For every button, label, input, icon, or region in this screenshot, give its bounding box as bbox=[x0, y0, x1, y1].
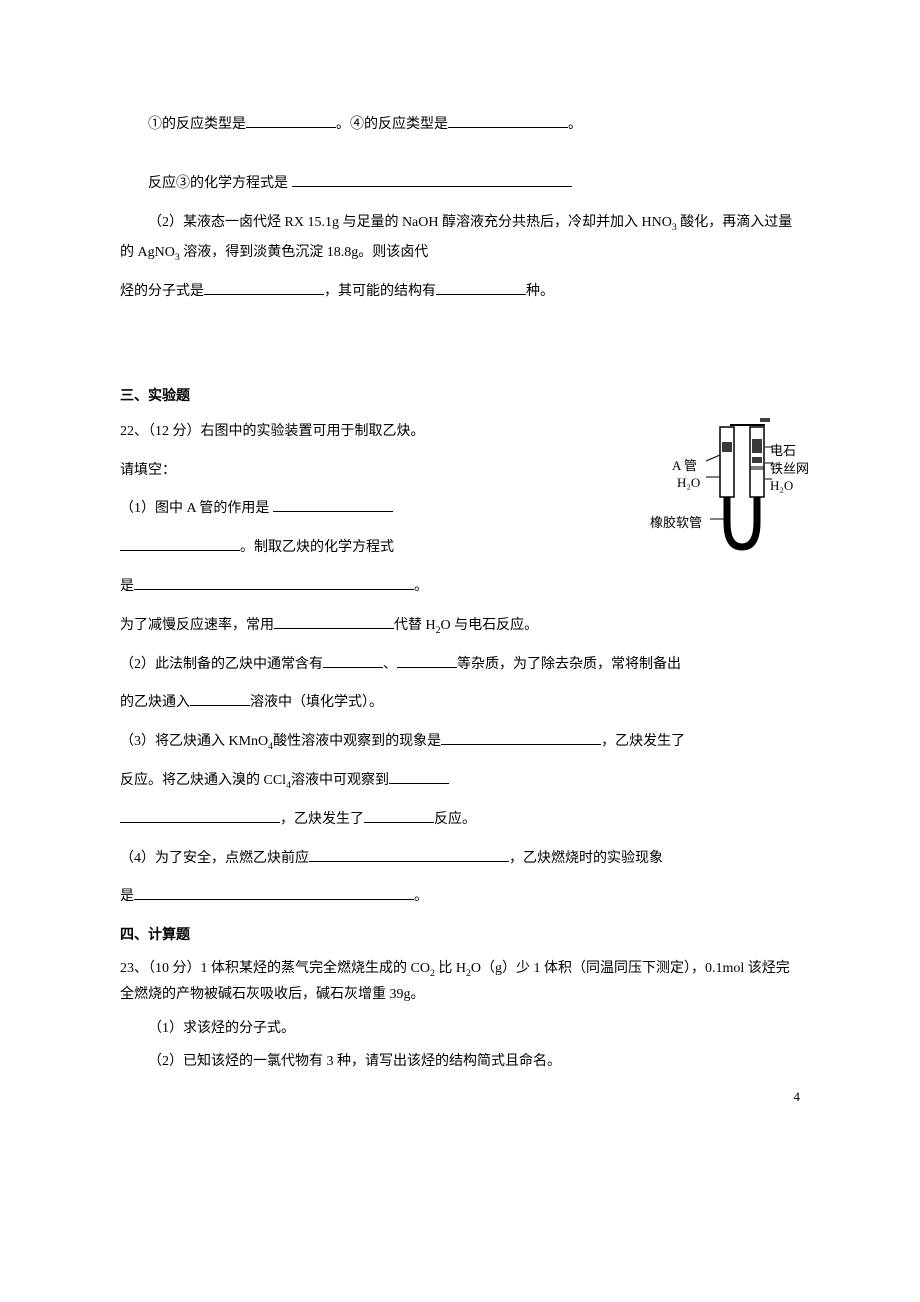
section4-heading: 四、计算题 bbox=[120, 921, 800, 952]
text: （2）某液态一卤代烃 RX 15.1g 与足量的 NaOH 醇溶液充分共热后，冷… bbox=[148, 215, 672, 230]
q23-intro: 23、（10 分）1 体积某烃的蒸气完全燃烧生成的 CO2 比 H2O（g）少 … bbox=[120, 956, 800, 1008]
text: 。 bbox=[414, 889, 428, 904]
text: 是 bbox=[120, 889, 134, 904]
text: ，乙炔燃烧时的实验现象 bbox=[509, 851, 663, 866]
q22-p4-line1: （4）为了安全，点燃乙炔前应 ，乙炔燃烧时的实验现象 bbox=[120, 844, 800, 875]
text: 反应。将乙炔通入溴的 CCl bbox=[120, 773, 286, 788]
blank bbox=[441, 731, 601, 745]
text: ，乙炔发生了 bbox=[280, 812, 364, 827]
blank bbox=[120, 537, 240, 551]
q22-p3-line2: 反应。将乙炔通入溴的 CCl4溶液中可观察到 bbox=[120, 766, 800, 797]
text: ①的反应类型是 bbox=[148, 117, 246, 132]
text: 反应③的化学方程式是 bbox=[148, 176, 292, 191]
text: 的乙炔通入 bbox=[120, 695, 190, 710]
blank bbox=[274, 615, 394, 629]
q23-p2: （2）已知该烃的一氯代物有 3 种，请写出该烃的结构简式且命名。 bbox=[120, 1049, 800, 1074]
blank bbox=[134, 576, 414, 590]
text: 烃的分子式是 bbox=[120, 284, 204, 299]
blank bbox=[190, 692, 250, 706]
q21-part2-line2: 烃的分子式是 ，其可能的结构有 种。 bbox=[120, 277, 800, 308]
blank bbox=[292, 173, 572, 187]
q22-p1-line4: 为了减慢反应速率，常用代替 H2O 与电石反应。 bbox=[120, 611, 800, 642]
q23-p1: （1）求该烃的分子式。 bbox=[120, 1016, 800, 1041]
text: （2）此法制备的乙炔中通常含有 bbox=[120, 657, 323, 672]
text: （4）为了安全，点燃乙炔前应 bbox=[120, 851, 309, 866]
apparatus-container: A 管 H₂O 电石 铁丝网 H₂O 橡胶软管 22、（12 分）右图中的实验装… bbox=[120, 417, 800, 564]
text: 等杂质，为了除去杂质，常将制备出 bbox=[457, 657, 681, 672]
text: 酸性溶液中观察到的现象是 bbox=[273, 734, 441, 749]
text: 。④的反应类型是 bbox=[336, 117, 448, 132]
blank bbox=[309, 848, 509, 862]
text: （3）将乙炔通入 KMnO bbox=[120, 734, 268, 749]
blank bbox=[323, 654, 383, 668]
text: 溶液，得到淡黄色沉淀 18.8g。则该卤代 bbox=[180, 245, 429, 260]
q22-p2-line1: （2）此法制备的乙炔中通常含有 、 等杂质，为了除去杂质，常将制备出 bbox=[120, 650, 800, 681]
q22-p3-line1: （3）将乙炔通入 KMnO4酸性溶液中观察到的现象是，乙炔发生了 bbox=[120, 727, 800, 758]
text: 。制取乙炔的化学方程式 bbox=[240, 540, 394, 555]
blank bbox=[436, 281, 526, 295]
text: 代替 H bbox=[394, 618, 436, 633]
blank bbox=[397, 654, 457, 668]
blank bbox=[204, 281, 324, 295]
text: O 与电石反应。 bbox=[441, 618, 539, 633]
text: 。 bbox=[414, 579, 428, 594]
text: 为了减慢反应速率，常用 bbox=[120, 618, 274, 633]
text: 、 bbox=[383, 657, 397, 672]
text: （1）图中 A 管的作用是 bbox=[120, 501, 273, 516]
text: 反应。 bbox=[434, 812, 476, 827]
text: ，乙炔发生了 bbox=[601, 734, 685, 749]
q22-p3-line3: ，乙炔发生了 反应。 bbox=[120, 805, 800, 836]
q22-p4-line2: 是。 bbox=[120, 882, 800, 913]
blank bbox=[273, 498, 393, 512]
blank bbox=[364, 809, 434, 823]
text: 是 bbox=[120, 579, 134, 594]
blank bbox=[246, 114, 336, 128]
page-number: 4 bbox=[794, 1083, 801, 1112]
text: 比 H bbox=[435, 961, 466, 976]
q22-intro: 22、（12 分）右图中的实验装置可用于制取乙炔。 bbox=[120, 417, 540, 448]
blank bbox=[120, 809, 280, 823]
q22-fill-prompt: 请填空： bbox=[120, 456, 540, 487]
text: 溶液中可观察到 bbox=[291, 773, 389, 788]
q21-part2: （2）某液态一卤代烃 RX 15.1g 与足量的 NaOH 醇溶液充分共热后，冷… bbox=[120, 208, 800, 270]
blank bbox=[448, 114, 568, 128]
q21-part1-line1: ①的反应类型是 。④的反应类型是 。 bbox=[120, 110, 800, 141]
text: ，其可能的结构有 bbox=[324, 284, 436, 299]
apparatus-diagram: A 管 H₂O 电石 铁丝网 H₂O 橡胶软管 bbox=[610, 407, 810, 607]
text: 溶液中（填化学式）。 bbox=[250, 695, 383, 710]
q22-p1-line2: 。制取乙炔的化学方程式 bbox=[120, 533, 540, 564]
text: 。 bbox=[568, 117, 582, 132]
blank bbox=[134, 886, 414, 900]
text: 种。 bbox=[526, 284, 554, 299]
q21-part1-line2: 反应③的化学方程式是 bbox=[120, 169, 800, 200]
blank bbox=[389, 770, 449, 784]
text: 23、（10 分）1 体积某烃的蒸气完全燃烧生成的 CO bbox=[120, 961, 430, 976]
q22-p1-line1: （1）图中 A 管的作用是 bbox=[120, 494, 540, 525]
q22-p2-line2: 的乙炔通入 溶液中（填化学式）。 bbox=[120, 688, 800, 719]
